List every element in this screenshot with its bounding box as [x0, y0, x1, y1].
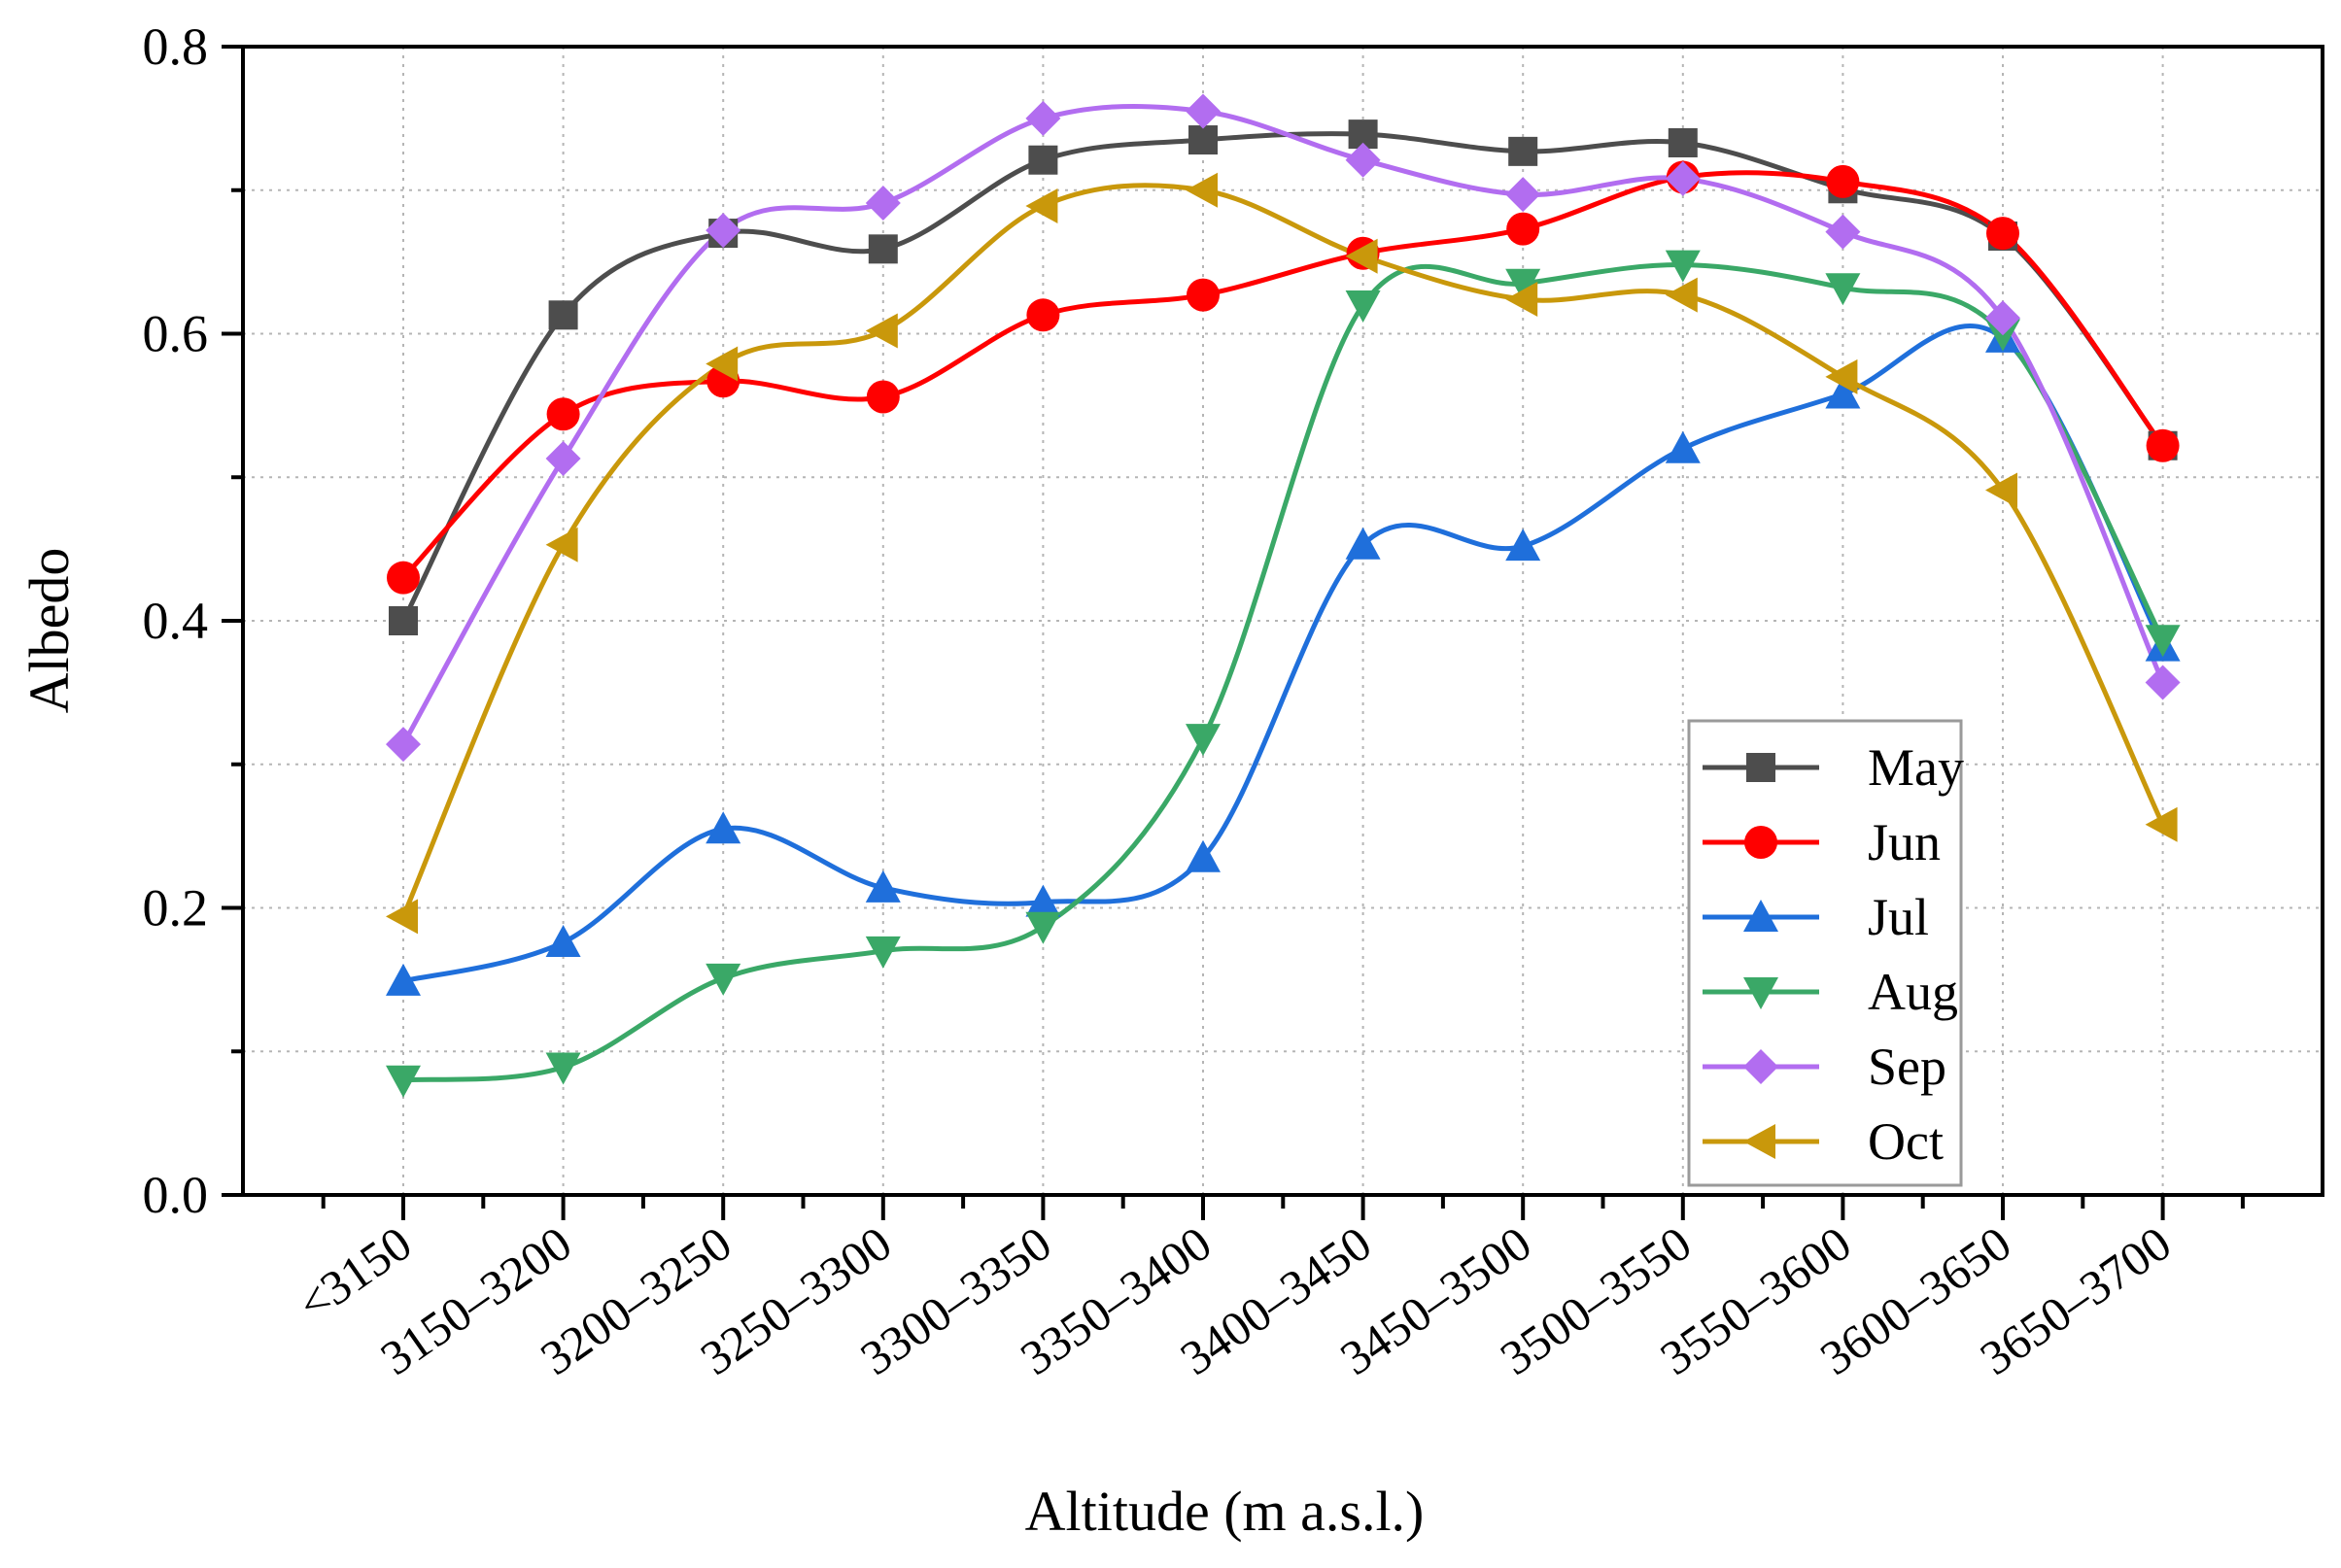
axis-ticks — [222, 45, 2245, 1220]
legend-label-aug: Aug — [1868, 963, 1958, 1021]
data-point-jul — [1345, 527, 1381, 560]
data-point-aug — [865, 936, 901, 969]
y-tick-label: 0.8 — [143, 17, 209, 76]
data-point-oct — [865, 313, 898, 349]
data-point-jun — [1026, 298, 1060, 332]
data-point-may — [389, 606, 418, 635]
data-point-sep — [386, 727, 421, 763]
y-tick-labels: 0.0 0.2 0.4 0.6 0.8 — [143, 17, 209, 1224]
data-point-aug — [1505, 268, 1541, 301]
data-point-sep — [1825, 214, 1861, 250]
data-point-aug — [2145, 625, 2181, 658]
data-point-oct — [1025, 188, 1058, 224]
data-point-oct — [386, 899, 418, 935]
legend-marker-aug — [1743, 977, 1778, 1009]
data-point-oct — [2145, 806, 2178, 842]
series-markers — [386, 93, 2181, 1098]
data-point-aug — [1825, 273, 1861, 306]
data-point-jun — [1986, 217, 2019, 251]
data-point-jul — [1825, 376, 1861, 409]
legend-label-jun: Jun — [1868, 813, 1941, 871]
legend-marker-jun — [1744, 826, 1777, 859]
x-tick-labels: <31503150–32003200–32503250–33003300–335… — [288, 1215, 2181, 1385]
data-point-may — [1508, 136, 1538, 166]
data-point-aug — [1345, 290, 1381, 323]
x-axis-title: Altitude (m a.s.l.) — [1025, 1480, 1425, 1543]
data-point-aug — [1186, 724, 1221, 757]
data-point-may — [1668, 127, 1698, 157]
legend-label-sep: Sep — [1868, 1038, 1946, 1096]
y-tick-label: 0.2 — [143, 879, 209, 937]
data-point-sep — [1665, 160, 1701, 196]
series-line-oct — [400, 183, 2165, 918]
series-line-may — [400, 131, 2165, 623]
data-point-oct — [1665, 277, 1698, 313]
data-point-jul — [1186, 839, 1221, 872]
data-point-jun — [2146, 428, 2180, 462]
y-tick-label: 0.6 — [143, 305, 209, 363]
y-tick-label: 0.4 — [143, 592, 209, 650]
data-point-oct — [706, 346, 739, 382]
data-point-sep — [1505, 177, 1541, 213]
legend-marker-oct — [1743, 1124, 1775, 1159]
data-point-jul — [1665, 430, 1701, 463]
data-point-sep — [1025, 100, 1061, 136]
data-point-jun — [1826, 164, 1860, 198]
legend-marker-jul — [1743, 900, 1778, 932]
data-point-aug — [386, 1065, 421, 1098]
legend-marker-sep — [1743, 1049, 1778, 1084]
legend-label-jul: Jul — [1868, 888, 1929, 946]
data-point-sep — [1345, 142, 1381, 178]
data-point-aug — [1665, 250, 1701, 283]
data-point-aug — [545, 1052, 581, 1085]
data-point-aug — [1025, 911, 1061, 944]
data-point-sep — [706, 213, 741, 249]
legend-label-may: May — [1868, 738, 1964, 797]
legend-marker-may — [1746, 753, 1775, 782]
data-point-jun — [546, 397, 580, 431]
y-axis-title: Albedo — [17, 548, 81, 714]
data-point-may — [548, 300, 578, 330]
data-point-jul — [706, 811, 741, 844]
data-point-oct — [1505, 282, 1538, 318]
grid — [243, 47, 2323, 1195]
data-point-may — [1188, 125, 1218, 155]
series-line-jun — [401, 170, 2165, 580]
data-point-jul — [1505, 528, 1541, 562]
data-point-oct — [1985, 472, 2017, 508]
data-point-aug — [706, 963, 741, 996]
data-point-oct — [545, 527, 578, 562]
data-point-sep — [2145, 665, 2181, 700]
data-point-jun — [1187, 278, 1220, 312]
legend-box — [1687, 719, 1963, 1187]
data-point-jul — [1025, 884, 1061, 917]
data-point-jul — [545, 924, 581, 957]
data-point-sep — [865, 186, 901, 222]
data-point-sep — [545, 441, 581, 477]
x-tick-label: <3150 — [288, 1215, 421, 1331]
data-point-jul — [386, 963, 421, 996]
data-point-jun — [1506, 212, 1540, 246]
legend-label-oct: Oct — [1868, 1112, 1944, 1171]
data-point-jul — [865, 869, 901, 903]
data-point-jun — [866, 380, 900, 414]
data-point-may — [868, 234, 898, 264]
data-point-may — [1028, 145, 1058, 175]
data-point-oct — [1825, 358, 1858, 394]
y-tick-label: 0.0 — [143, 1166, 209, 1224]
data-point-sep — [1186, 93, 1221, 129]
data-point-jun — [387, 561, 420, 595]
data-point-sep — [1985, 300, 2020, 336]
legend: May Jun Jul Aug Sep Oct — [1687, 719, 1964, 1187]
data-point-oct — [1345, 238, 1378, 274]
series-line-sep — [400, 103, 2165, 746]
data-point-oct — [1186, 172, 1218, 208]
